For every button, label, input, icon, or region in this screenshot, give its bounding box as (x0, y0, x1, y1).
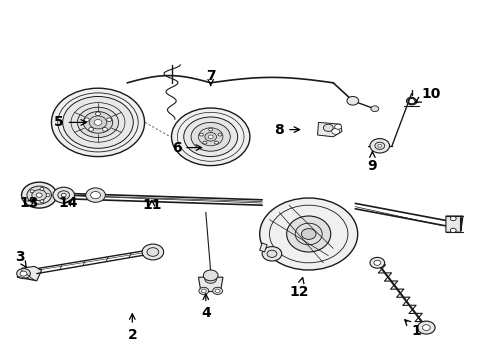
Text: 7: 7 (206, 69, 216, 86)
Circle shape (191, 122, 230, 151)
Circle shape (370, 257, 385, 268)
Circle shape (209, 128, 213, 131)
Circle shape (84, 118, 89, 122)
Text: 9: 9 (368, 152, 377, 172)
Text: 12: 12 (289, 278, 309, 298)
Circle shape (218, 133, 222, 136)
Polygon shape (198, 277, 223, 292)
Circle shape (17, 269, 30, 279)
Circle shape (36, 193, 42, 197)
Text: 11: 11 (142, 198, 162, 212)
Circle shape (332, 129, 340, 134)
Circle shape (89, 127, 94, 131)
Text: 13: 13 (20, 197, 39, 210)
Circle shape (215, 141, 219, 144)
Circle shape (91, 192, 100, 199)
Circle shape (172, 108, 250, 166)
Circle shape (89, 116, 107, 129)
Circle shape (417, 321, 435, 334)
Circle shape (323, 124, 333, 131)
Circle shape (450, 216, 456, 221)
Ellipse shape (301, 229, 316, 239)
Polygon shape (260, 243, 267, 252)
Polygon shape (17, 266, 42, 281)
Circle shape (61, 193, 66, 197)
Circle shape (205, 132, 217, 141)
Circle shape (46, 194, 50, 197)
Circle shape (32, 190, 47, 201)
Circle shape (422, 325, 430, 330)
Ellipse shape (260, 198, 358, 270)
Polygon shape (318, 122, 342, 137)
Circle shape (20, 271, 27, 276)
Polygon shape (446, 216, 463, 232)
Circle shape (142, 244, 164, 260)
Circle shape (27, 186, 51, 204)
Circle shape (262, 247, 282, 261)
Circle shape (450, 228, 456, 233)
Circle shape (203, 141, 207, 144)
Circle shape (335, 124, 342, 129)
Circle shape (147, 248, 159, 256)
Circle shape (184, 117, 238, 157)
Circle shape (215, 289, 220, 293)
Circle shape (267, 250, 277, 257)
Text: 3: 3 (15, 251, 26, 267)
Circle shape (198, 128, 223, 146)
Circle shape (203, 270, 218, 281)
Text: 1: 1 (405, 320, 421, 338)
Text: 5: 5 (54, 116, 86, 129)
Circle shape (107, 118, 112, 122)
Circle shape (201, 289, 206, 293)
Circle shape (51, 88, 145, 157)
Circle shape (375, 142, 385, 149)
Circle shape (371, 106, 379, 112)
Circle shape (370, 139, 390, 153)
Circle shape (199, 287, 209, 294)
Circle shape (213, 287, 222, 294)
Circle shape (30, 198, 34, 201)
Circle shape (378, 144, 382, 147)
Circle shape (199, 133, 203, 136)
Text: 2: 2 (127, 314, 137, 342)
Circle shape (58, 191, 70, 199)
Circle shape (205, 275, 217, 283)
Circle shape (63, 96, 133, 148)
Circle shape (102, 127, 107, 131)
Circle shape (22, 182, 57, 208)
Text: 4: 4 (201, 294, 211, 320)
Circle shape (94, 120, 102, 125)
Circle shape (77, 107, 119, 138)
Ellipse shape (287, 216, 331, 252)
Circle shape (347, 96, 359, 105)
Circle shape (96, 112, 100, 116)
Text: 8: 8 (274, 123, 299, 136)
Circle shape (40, 188, 44, 190)
Circle shape (30, 190, 34, 193)
Circle shape (374, 260, 381, 265)
Text: 6: 6 (172, 141, 201, 154)
Circle shape (83, 112, 113, 133)
Circle shape (40, 200, 44, 203)
Text: 14: 14 (59, 197, 78, 210)
Text: 10: 10 (415, 87, 441, 102)
Circle shape (86, 188, 105, 202)
Circle shape (53, 187, 74, 203)
Circle shape (208, 135, 213, 139)
